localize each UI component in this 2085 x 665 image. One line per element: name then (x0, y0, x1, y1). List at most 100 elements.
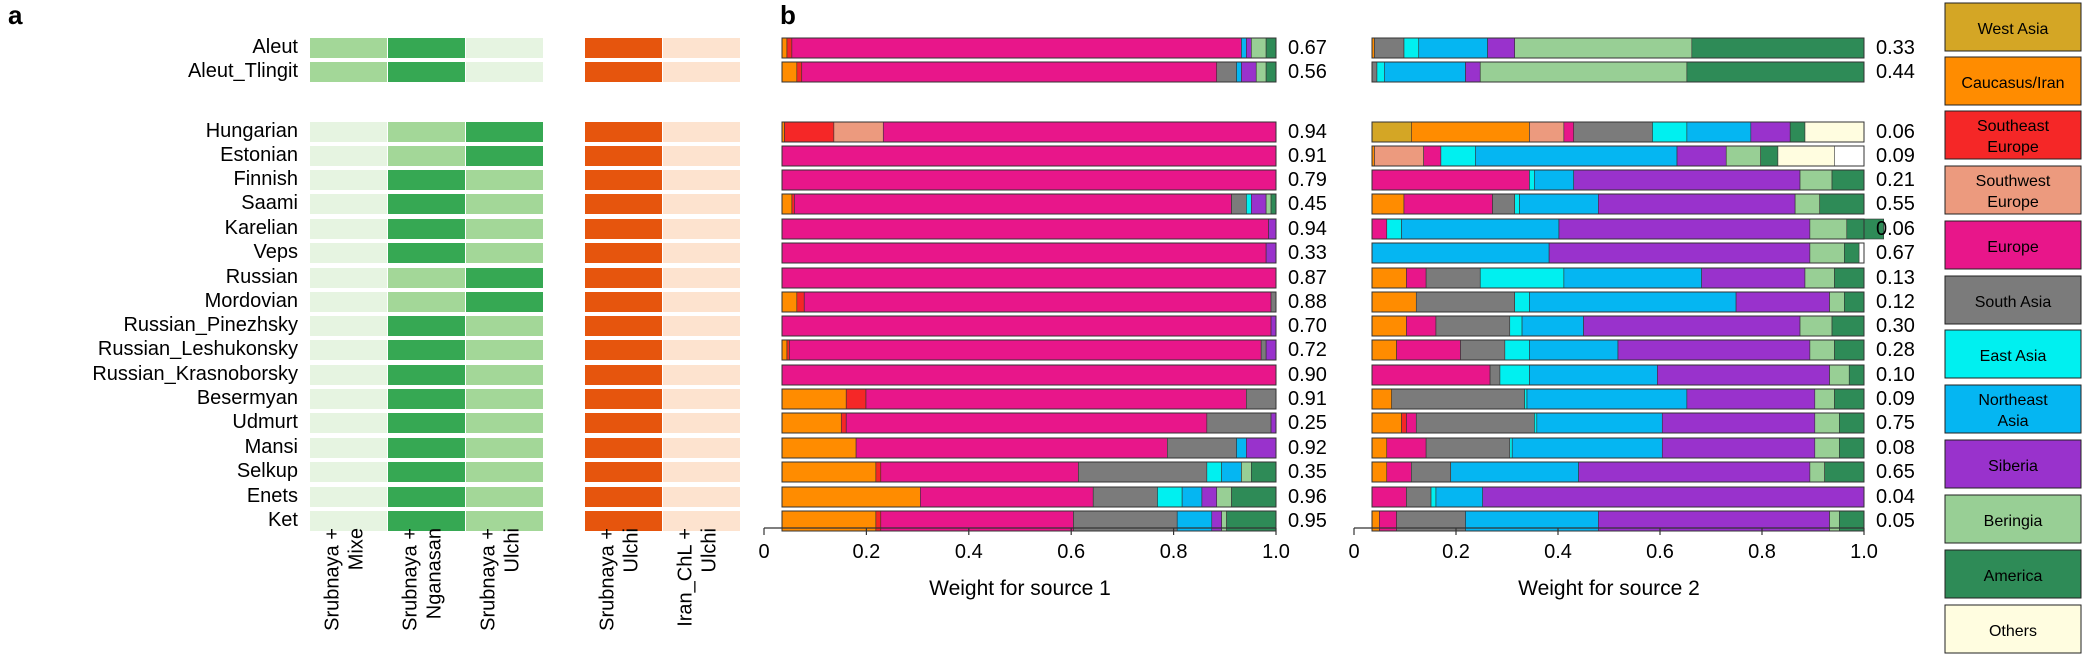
bar-segment-russian-pinezhsky-europe (1406, 315, 1437, 337)
heat-cell-green-2-2 (466, 122, 543, 142)
p-value-selkup: 0.35 (1288, 461, 1327, 483)
bar-segment-aleut-tlingit-beringia (1479, 61, 1688, 83)
bar-segment-besermyan-south-asia (1391, 388, 1525, 410)
bar-segment-besermyan-south-asia (1246, 388, 1277, 410)
bar-segment-estonian-europe (781, 145, 1277, 167)
bar-segment-russian-pinezhsky-siberia (1583, 315, 1801, 337)
heat-cell-green-9-0 (310, 292, 387, 312)
p-value-mansi: 0.92 (1288, 437, 1327, 459)
green-column-label-1-bottom: Nganasan (424, 528, 446, 619)
population-label-aleut: Aleut (252, 36, 298, 58)
bar-segment-selkup-caucasus-iran (1371, 461, 1388, 483)
bar-segment-saami-siberia (1598, 193, 1796, 215)
heat-cell-orange-8-1 (663, 268, 740, 288)
heat-cell-green-10-1 (388, 316, 465, 336)
bar-segment-aleut-beringia (1514, 37, 1693, 59)
bar-segment-russian-europe (1406, 267, 1427, 289)
bar-segment-estonian-southwest-europe (1374, 145, 1424, 167)
bar-segment-veps-beringia (1809, 242, 1845, 264)
p-value-selkup: 0.65 (1876, 461, 1915, 483)
heat-cell-green-15-2 (466, 438, 543, 458)
population-label-russian-leshukonsky: Russian_Leshukonsky (98, 338, 298, 360)
bar-segment-mansi-northeast-asia (1236, 437, 1247, 459)
heat-cell-orange-15-1 (663, 438, 740, 458)
bar-outline-russian-pinezhsky (781, 315, 1277, 337)
heat-cell-orange-1-1 (663, 62, 740, 82)
bar-segment-veps-northeast-asia (1371, 242, 1550, 264)
x-tick-label-5: 1.0 (1262, 541, 1290, 563)
bar-segment-mordovian-caucasus-iran (1371, 291, 1417, 313)
bar-segment-saami-south-asia (1492, 193, 1515, 215)
bar-segment-hungarian-europe (1563, 121, 1575, 143)
bar-outline-saami (1371, 193, 1865, 215)
bar-segment-karelian-northeast-asia (1401, 218, 1560, 240)
green-column-label-0-bottom: Mixe (346, 528, 368, 570)
heat-cell-orange-14-0 (585, 413, 662, 433)
bar-segment-udmurt-southeast-europe (1401, 412, 1407, 434)
heat-cell-green-4-1 (388, 170, 465, 190)
bar-segment-aleut-tlingit-south-asia (1216, 61, 1237, 83)
bar-outline-aleut (1371, 37, 1865, 59)
bar-segment-enets-south-asia (1092, 486, 1158, 508)
bar-outline-karelian (781, 218, 1277, 240)
bar-segment-aleut-tlingit-caucasus-iran (781, 61, 798, 83)
bar-segment-russian-leshukonsky-south-asia (1260, 339, 1267, 361)
heat-cell-green-10-2 (466, 316, 543, 336)
bar-segment-veps-america (1844, 242, 1860, 264)
orange-column-label-0: Srubnaya + Ulchi (597, 528, 643, 631)
bar-segment-selkup-southeast-europe (875, 461, 882, 483)
p-value-ket: 0.05 (1876, 510, 1915, 532)
bar-segment-aleut-tlingit-southeast-europe (796, 61, 803, 83)
bar-segment-russian-south-asia (1425, 267, 1481, 289)
bar-segment-mansi-caucasus-iran (1371, 437, 1388, 459)
p-value-karelian: 0.06 (1876, 218, 1915, 240)
heat-cell-orange-12-1 (663, 365, 740, 385)
panel-label-a: a (8, 0, 23, 30)
bar-outline-aleut-tlingit (781, 61, 1277, 83)
bar-segment-russian-pinezhsky-east-asia (1509, 315, 1523, 337)
p-value-enets: 0.96 (1288, 486, 1327, 508)
bar-segment-finnish-beringia (1799, 169, 1833, 191)
heat-cell-green-5-2 (466, 194, 543, 214)
bar-segment-udmurt-south-asia (1206, 412, 1272, 434)
bar-segment-selkup-caucasus-iran (781, 461, 877, 483)
p-value-finnish: 0.21 (1876, 169, 1915, 191)
bar-segment-mansi-europe (855, 437, 1168, 459)
heat-cell-green-8-2 (466, 268, 543, 288)
bar-segment-aleut-south-asia (1374, 37, 1405, 59)
bar-segment-selkup-siberia (1578, 461, 1811, 483)
bar-segment-enets-east-asia (1157, 486, 1183, 508)
p-value-mordovian: 0.88 (1288, 291, 1327, 313)
bar-segment-enets-east-asia (1430, 486, 1437, 508)
bar-outline-selkup (781, 461, 1277, 483)
bar-segment-hungarian-southwest-europe (1529, 121, 1565, 143)
bar-segment-mordovian-beringia (1829, 291, 1845, 313)
legend-label-south-asia: South Asia (1975, 294, 2052, 311)
legend-label-southwest-europe-0: Southwest (1976, 173, 2051, 190)
orange-column-label-1-bottom: Ulchi (699, 528, 721, 572)
p-value-besermyan: 0.09 (1876, 388, 1915, 410)
bar-segment-russian-krasnoborsky-america (1848, 364, 1865, 386)
legend-swatch-south-asia (1944, 275, 2082, 325)
p-value-ket: 0.95 (1288, 510, 1327, 532)
bar-segment-karelian-siberia (1268, 218, 1277, 240)
bar-outline-russian-pinezhsky (1371, 315, 1865, 337)
heat-cell-green-16-0 (310, 462, 387, 482)
bar-segment-saami-caucasus-iran (1371, 193, 1405, 215)
bar-segment-finnish-europe (781, 169, 1277, 191)
p-value-russian-krasnoborsky: 0.10 (1876, 364, 1915, 386)
legend-swatch-east-asia (1944, 329, 2082, 379)
heat-cell-green-8-0 (310, 268, 387, 288)
x-axis-title: Weight for source 1 (929, 577, 1111, 600)
x-tick-label-1: 0.2 (1442, 541, 1470, 563)
bar-outline-estonian (1371, 145, 1865, 167)
population-label-russian-krasnoborsky: Russian_Krasnoborsky (92, 363, 298, 385)
legend-label-europe: Europe (1987, 239, 2039, 256)
bar-segment-russian-caucasus-iran (1371, 267, 1407, 289)
bar-segment-karelian-europe (781, 218, 1269, 240)
bar-segment-saami-america (1819, 193, 1865, 215)
p-value-aleut: 0.67 (1288, 37, 1327, 59)
p-value-aleut: 0.33 (1876, 37, 1915, 59)
heat-cell-orange-9-1 (663, 292, 740, 312)
bar-segment-selkup-america (1824, 461, 1865, 483)
